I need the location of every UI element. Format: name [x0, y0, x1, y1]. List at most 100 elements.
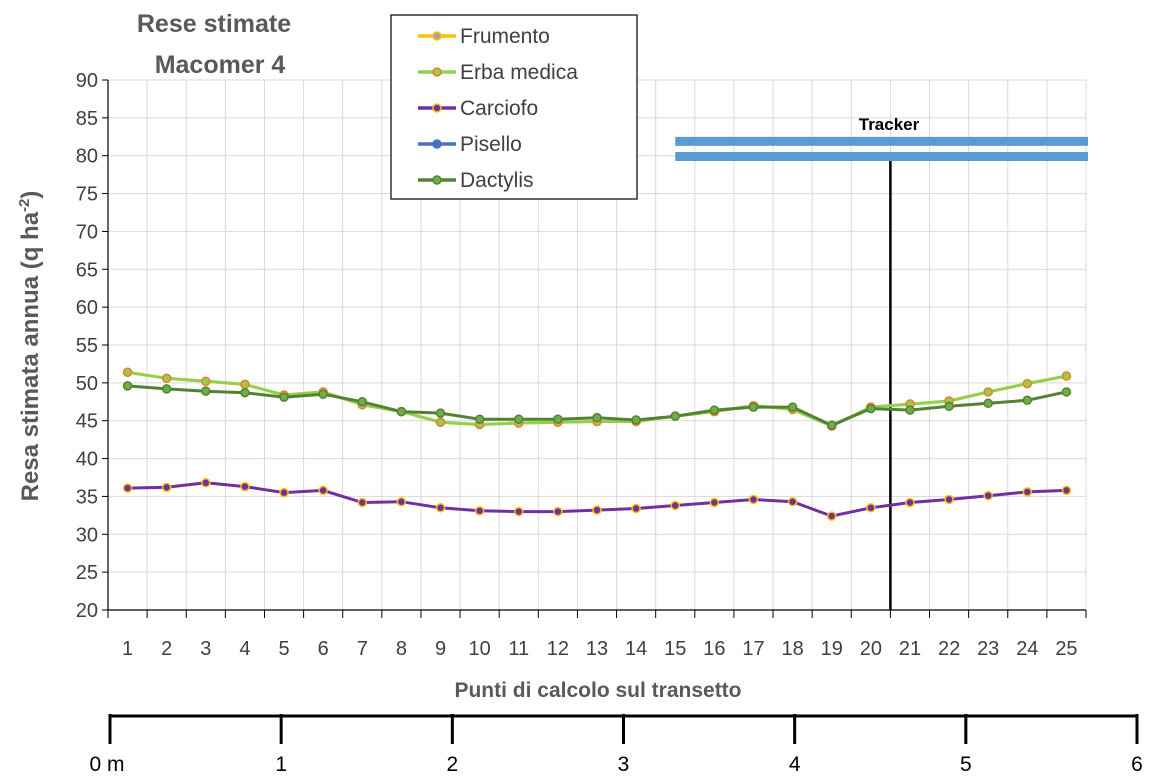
x-axis-title: Punti di calcolo sul transetto [454, 679, 741, 702]
x-tick-label: 16 [703, 638, 725, 660]
y-tick-label: 75 [76, 184, 98, 206]
legend-label: Frumento [460, 25, 550, 48]
data-point [319, 486, 327, 494]
scale-bar-label: 4 [789, 753, 801, 776]
y-tick-label: 40 [76, 449, 98, 471]
y-tick-label: 90 [76, 70, 98, 92]
data-point [1062, 372, 1070, 380]
data-point [593, 414, 601, 422]
data-point [554, 508, 562, 516]
x-tick-label: 7 [357, 638, 368, 660]
x-tick-label: 17 [742, 638, 764, 660]
x-tick-label: 23 [977, 638, 999, 660]
x-tick-label: 13 [586, 638, 608, 660]
data-point [632, 505, 640, 513]
data-point [319, 390, 327, 398]
data-point [241, 380, 249, 388]
data-point [515, 508, 523, 516]
data-point [867, 405, 875, 413]
scale-bar-label: 2 [446, 753, 458, 776]
x-tick-label: 6 [318, 638, 329, 660]
legend-swatch-marker [433, 68, 441, 76]
x-tick-label: 22 [938, 638, 960, 660]
y-tick-label: 55 [76, 335, 98, 357]
data-point [124, 368, 132, 376]
data-point [202, 479, 210, 487]
x-tick-label: 25 [1055, 638, 1077, 660]
x-tick-label: 19 [821, 638, 843, 660]
x-tick-label: 10 [469, 638, 491, 660]
data-point [984, 492, 992, 500]
x-tick-label: 9 [435, 638, 446, 660]
x-tick-label: 20 [860, 638, 882, 660]
data-point [593, 506, 601, 514]
data-point [984, 388, 992, 396]
chart-title-line-1: Rese stimate [137, 10, 291, 38]
y-axis-title: Resa stimata annua (q ha-2) [16, 191, 44, 502]
scale-bar-label: 0 m [89, 753, 124, 776]
data-point [1023, 396, 1031, 404]
data-point [867, 504, 875, 512]
y-tick-label: 50 [76, 373, 98, 395]
y-tick-label: 20 [76, 600, 98, 622]
x-tick-label: 14 [625, 638, 647, 660]
distance-scale-bar: 0 m123456 [89, 714, 1142, 776]
data-point [749, 403, 757, 411]
data-point [1023, 380, 1031, 388]
data-point [984, 399, 992, 407]
data-point [397, 408, 405, 416]
legend-label: Erba medica [460, 61, 578, 84]
y-tick-label: 30 [76, 524, 98, 546]
x-tick-label: 15 [664, 638, 686, 660]
legend: Frumento Erba medica Carciofo Pisello Dactyl… [391, 15, 637, 199]
data-point [515, 415, 523, 423]
series-carciofo [124, 479, 1071, 520]
data-point [124, 484, 132, 492]
data-point [906, 406, 914, 414]
x-tick-label: 5 [278, 638, 289, 660]
y-tick-label: 65 [76, 259, 98, 281]
data-point [1023, 488, 1031, 496]
data-point [163, 374, 171, 382]
legend-swatch-marker [433, 104, 441, 112]
data-point [749, 495, 757, 503]
scale-bar-label: 5 [960, 753, 972, 776]
data-point [163, 483, 171, 491]
data-point [789, 403, 797, 411]
x-tick-label: 1 [122, 638, 133, 660]
legend-label: Dactylis [460, 169, 534, 192]
legend-label: Carciofo [460, 97, 538, 120]
y-tick-label: 85 [76, 108, 98, 130]
scale-bar-label: 6 [1131, 753, 1143, 776]
data-point [945, 402, 953, 410]
tracker-annotation: Tracker [859, 115, 920, 134]
y-tick-label: 25 [76, 562, 98, 584]
data-point [945, 495, 953, 503]
data-point [671, 502, 679, 510]
data-point [202, 377, 210, 385]
data-point [710, 498, 718, 506]
data-point [163, 385, 171, 393]
data-point [828, 512, 836, 520]
series-group [124, 368, 1071, 520]
data-point [789, 498, 797, 506]
data-point [476, 415, 484, 423]
y-tick-label: 60 [76, 297, 98, 319]
data-point [437, 418, 445, 426]
x-tick-label: 3 [200, 638, 211, 660]
x-tick-label: 11 [508, 638, 529, 660]
data-point [554, 415, 562, 423]
data-point [280, 393, 288, 401]
data-point [710, 406, 718, 414]
data-point [241, 389, 249, 397]
legend-swatch-marker [433, 176, 441, 184]
x-tick-label: 18 [781, 638, 803, 660]
data-point [906, 498, 914, 506]
x-tick-label: 24 [1016, 638, 1038, 660]
scale-bar-label: 1 [275, 753, 287, 776]
legend-label: Pisello [460, 133, 522, 156]
data-point [828, 421, 836, 429]
x-tick-label: 2 [161, 638, 172, 660]
y-tick-label: 80 [76, 146, 98, 168]
y-tick-label: 45 [76, 411, 98, 433]
